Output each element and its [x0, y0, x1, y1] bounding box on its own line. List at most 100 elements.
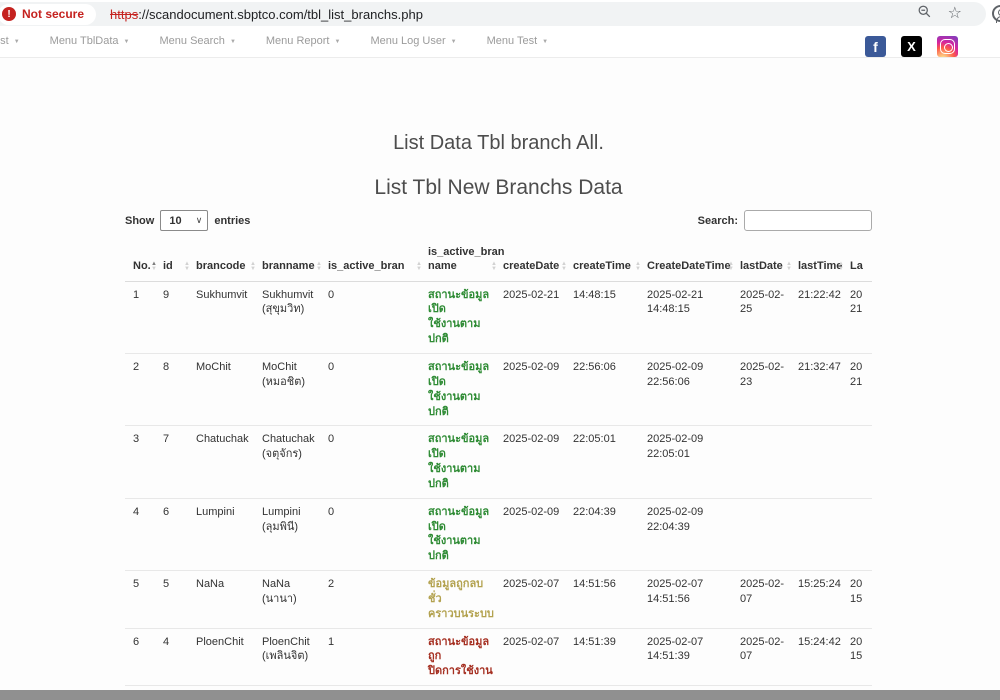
cell-brancode: MoChit [196, 353, 262, 427]
zoom-out-icon[interactable] [917, 4, 932, 24]
sort-icon: ▲ ▼ [635, 260, 641, 272]
menu-item-report[interactable]: Menu Report ▼ [266, 35, 341, 47]
url-text[interactable]: https://scandocument.sbptco.com/tbl_list… [110, 7, 917, 22]
col-label: id [163, 260, 173, 273]
facebook-icon[interactable]: f [865, 36, 886, 57]
cell-no: 3 [125, 425, 163, 499]
col-label: No. [133, 260, 151, 273]
cell-brancode: Sukhumvit [196, 281, 262, 354]
col-header-createTime[interactable]: createTime ▲ ▼ [573, 241, 647, 282]
col-label: createTime [573, 260, 631, 273]
col-header-no[interactable]: No. ▲ ▼ [125, 241, 163, 282]
url-path: ://scandocument.sbptco.com/tbl_list_bran… [138, 6, 423, 22]
cell-lastDateTime [850, 425, 872, 499]
col-header-lastTime[interactable]: lastTime ▲ ▼ [798, 241, 850, 282]
page-length-select[interactable]: 10 ∨ [160, 210, 209, 231]
menu-item-search[interactable]: Menu Search ▼ [160, 35, 236, 47]
x-twitter-icon[interactable]: X [901, 36, 922, 57]
main-content: List Data Tbl branch All. List Tbl New B… [125, 132, 872, 700]
bookmark-star-icon[interactable]: ☆ [947, 5, 962, 22]
cell-createTime: 22:05:01 [573, 425, 647, 499]
search-control: Search: [698, 210, 872, 231]
menu-item-loguser[interactable]: Menu Log User ▼ [370, 35, 456, 47]
cell-lastDateTime: 20 21 [850, 281, 872, 354]
col-header-branname[interactable]: branname ▲ ▼ [262, 241, 328, 282]
window-horizontal-scrollbar[interactable] [0, 690, 1000, 700]
col-label: brancode [196, 260, 246, 273]
cell-no: 6 [125, 628, 163, 687]
cell-lastTime [798, 498, 850, 572]
table-row: 3 7 Chatuchak Chatuchak (จตุจักร) 0 สถานะข้อม… [125, 425, 872, 499]
security-chip[interactable]: ! Not secure [0, 3, 97, 25]
table-header-row: No. ▲ ▼ id ▲ ▼ brancode ▲ ▼ branname ▲ ▼ is_active_b… [125, 241, 872, 282]
cell-createTime: 22:56:06 [573, 353, 647, 427]
col-label: is_active_bran name [428, 246, 505, 273]
menu-label: Menu List [0, 35, 9, 47]
entries-label: entries [214, 214, 251, 227]
table-scroll-container[interactable]: No. ▲ ▼ id ▲ ▼ brancode ▲ ▼ branname ▲ ▼ is_active_b… [125, 241, 872, 700]
col-header-status[interactable]: is_active_bran name ▲ ▼ [428, 241, 505, 282]
sort-icon: ▲ ▼ [728, 260, 734, 272]
table-row: 1 9 Sukhumvit Sukhumvit (สุขุมวิท) 0 สถานะข้อ… [125, 281, 872, 354]
menu-label: Menu TblData [49, 35, 119, 47]
menu-item-test[interactable]: Menu Test ▼ [487, 35, 549, 47]
cell-createDateTime: 2025-02-21 14:48:15 [647, 281, 740, 354]
sort-icon: ▲ ▼ [416, 260, 422, 272]
cell-createDateTime: 2025-02-09 22:05:01 [647, 425, 740, 499]
col-header-brancode[interactable]: brancode ▲ ▼ [196, 241, 262, 282]
col-label: La [850, 260, 863, 273]
cell-id: 6 [163, 498, 196, 572]
cell-createDate: 2025-02-09 [503, 425, 573, 499]
cell-branname: Chatuchak (จตุจักร) [262, 425, 328, 499]
chevron-down-icon: ▼ [450, 38, 457, 45]
cell-createTime: 14:51:56 [573, 570, 647, 629]
chevron-down-icon: ∨ [195, 215, 203, 225]
col-label: CreateDateTime [647, 260, 731, 273]
cell-status: สถานะข้อมูลเปิด ใช้งานตามปกติ [428, 353, 503, 427]
col-header-createDateTime[interactable]: CreateDateTime ▲ ▼ [647, 241, 740, 282]
show-label: Show [125, 214, 155, 227]
cell-status: สถานะข้อมูลเปิด ใช้งานตามปกติ [428, 498, 503, 572]
menu-item-list[interactable]: Menu List ▼ [0, 35, 20, 47]
col-header-id[interactable]: id ▲ ▼ [163, 241, 196, 282]
table-controls: Show 10 ∨ entries Search: [125, 210, 872, 231]
profile-avatar-icon[interactable] [992, 5, 1000, 23]
browser-chrome: ! Not secure https://scandocument.sbptco… [0, 0, 1000, 28]
cell-createTime: 14:51:39 [573, 628, 647, 687]
cell-is_active_bran: 0 [328, 425, 428, 499]
sort-icon: ▲ ▼ [786, 260, 792, 272]
page-length-value: 10 [169, 214, 182, 227]
col-header-lastDate[interactable]: lastDate ▲ ▼ [740, 241, 798, 282]
cell-status: สถานะข้อมูลเปิด ใช้งานตามปกติ [428, 425, 503, 499]
chevron-down-icon: ▼ [123, 38, 130, 45]
col-header-lastDateTime[interactable]: La▲▼ [850, 241, 872, 282]
cell-id: 9 [163, 281, 196, 354]
cell-lastDateTime [850, 498, 872, 572]
menu-item-tbldata[interactable]: Menu TblData ▼ [50, 35, 130, 47]
cell-lastTime [798, 425, 850, 499]
cell-lastDate [740, 425, 798, 499]
address-bar[interactable]: ! Not secure https://scandocument.sbptco… [0, 2, 986, 26]
table-body: 1 9 Sukhumvit Sukhumvit (สุขุมวิท) 0 สถานะข้อ… [125, 281, 872, 700]
col-label: lastTime [798, 260, 843, 273]
col-label: branname [262, 260, 315, 273]
cell-is_active_bran: 2 [328, 570, 428, 629]
security-label: Not secure [22, 7, 85, 21]
col-header-is_active_bran[interactable]: is_active_bran ▲ ▼ [328, 241, 428, 282]
sort-icon: ▲ ▼ [151, 260, 157, 272]
cell-createTime: 22:04:39 [573, 498, 647, 572]
sort-icon: ▲ ▼ [491, 260, 497, 272]
branches-table: No. ▲ ▼ id ▲ ▼ brancode ▲ ▼ branname ▲ ▼ is_active_b… [125, 241, 872, 700]
cell-createDateTime: 2025-02-09 22:04:39 [647, 498, 740, 572]
menu-label: Menu Report [265, 35, 330, 47]
instagram-icon[interactable] [937, 36, 958, 57]
cell-createDateTime: 2025-02-07 14:51:56 [647, 570, 740, 629]
search-input[interactable] [744, 210, 872, 231]
page-length-control: Show 10 ∨ entries [125, 210, 250, 231]
cell-brancode: Lumpini [196, 498, 262, 572]
cell-lastDateTime: 20 15 [850, 628, 872, 687]
cell-createDate: 2025-02-09 [503, 498, 573, 572]
col-header-createDate[interactable]: createDate ▲ ▼ [503, 241, 573, 282]
chevron-down-icon: ▼ [13, 38, 20, 45]
site-navbar: Menu List ▼ Menu TblData ▼ Menu Search ▼ Me… [0, 28, 1000, 58]
